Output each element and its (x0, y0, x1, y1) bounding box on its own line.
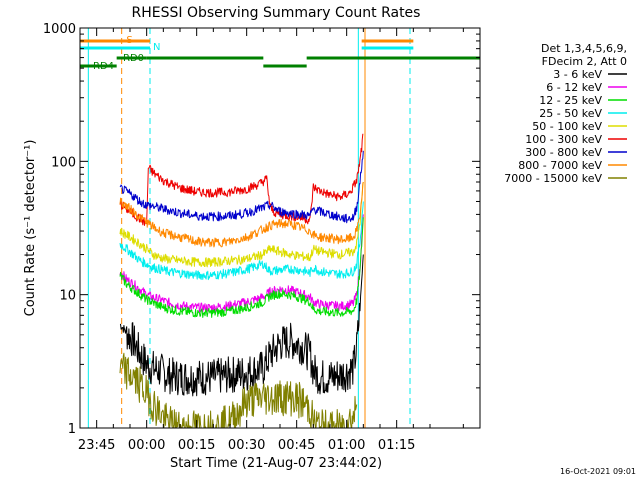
series-line-5 (119, 133, 364, 226)
legend: Det 1,3,4,5,6,9, FDecim 2, Att 0 3 - 6 k… (504, 42, 627, 185)
bar-annotation-3: RD4 (93, 61, 114, 72)
y-tick-label-3: 1000 (43, 22, 76, 37)
series-line-4 (119, 181, 364, 268)
plot-area: S N RD0 RD4 (80, 28, 480, 429)
legend-item-label-1: 6 - 12 keV (546, 81, 602, 94)
series-line-1 (119, 214, 364, 313)
legend-header-line-1: Det 1,3,4,5,6,9, (541, 42, 627, 55)
x-tick-label-0: 23:45 (78, 438, 115, 453)
legend-item-label-2: 12 - 25 keV (539, 94, 602, 107)
x-tick-label-1: 00:00 (128, 438, 165, 453)
legend-item-label-8: 7000 - 15000 keV (504, 172, 602, 185)
series-line-8 (119, 352, 358, 429)
y-tick-label-0: 1 (68, 422, 76, 437)
x-axis-label: Start Time (21-Aug-07 23:44:02) (170, 456, 382, 471)
legend-item-label-0: 3 - 6 keV (553, 68, 602, 81)
footer-timestamp: 16-Oct-2021 09:01 (560, 467, 636, 476)
series-line-7 (119, 181, 364, 248)
x-tick-label-4: 00:45 (278, 438, 315, 453)
series-line-2 (119, 217, 364, 318)
series-line-3 (119, 201, 364, 281)
x-axis: 23:45 00:00 00:15 00:30 00:45 01:00 01:15 (78, 28, 481, 453)
y-axis-label: Count Rate (s⁻¹ detector⁻¹) (23, 140, 38, 317)
y-tick-label-2: 100 (51, 155, 76, 170)
series-line-6 (119, 150, 364, 224)
legend-item-label-7: 800 - 7000 keV (518, 159, 602, 172)
y-tick-label-1: 10 (59, 289, 76, 304)
legend-item-label-3: 25 - 50 keV (539, 107, 602, 120)
x-tick-label-2: 00:15 (178, 438, 215, 453)
series-line-0 (119, 254, 364, 397)
bar-annotation-0: S (126, 35, 132, 46)
bar-annotation-1: N (153, 42, 160, 53)
x-tick-label-5: 01:00 (328, 438, 365, 453)
legend-item-label-6: 300 - 800 keV (525, 146, 602, 159)
legend-item-label-4: 50 - 100 keV (532, 120, 602, 133)
x-tick-label-6: 01:15 (378, 438, 415, 453)
x-tick-label-3: 00:30 (228, 438, 265, 453)
chart-title: RHESSI Observing Summary Count Rates (132, 5, 421, 21)
y-axis: 1 10 100 1000 (43, 22, 480, 437)
legend-item-label-5: 100 - 300 keV (525, 133, 602, 146)
legend-header-line-2: FDecim 2, Att 0 (542, 55, 627, 68)
bar-annotation-2: RD0 (123, 53, 144, 64)
